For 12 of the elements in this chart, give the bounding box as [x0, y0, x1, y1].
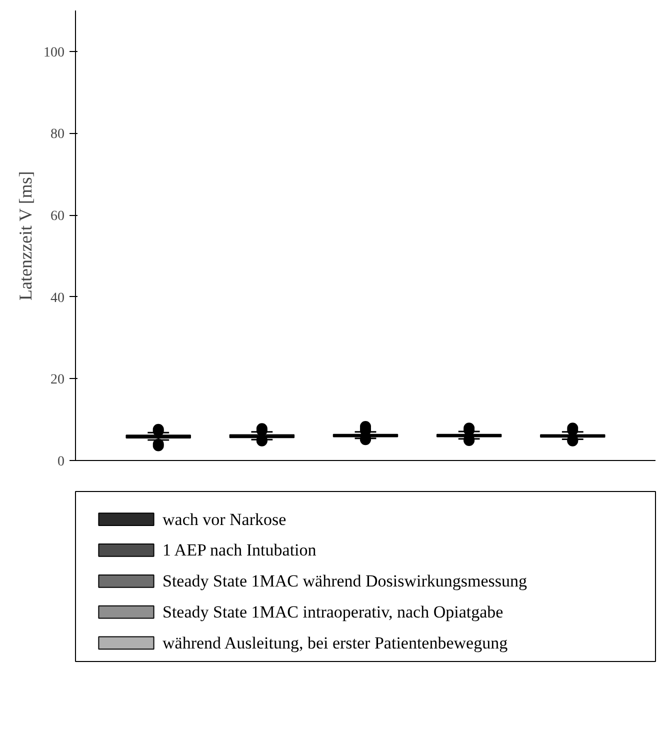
y-tick-label: 0	[58, 454, 64, 470]
legend-label: wach vor Narkose	[162, 510, 286, 529]
y-axis-title: Latenzzeit V [ms]	[16, 171, 36, 300]
legend-label: 1 AEP nach Intubation	[162, 540, 317, 560]
y-tick-label: 60	[50, 209, 64, 224]
y-tick-label: 20	[50, 372, 64, 388]
legend-label: Steady State 1MAC intraoperativ, nach Opiatgabe	[162, 602, 504, 622]
y-tick-label: 80	[50, 127, 64, 142]
legend-label: Steady State 1MAC während Dosiswirkungsmessung	[162, 572, 528, 591]
legend-label: während Ausleitung, bei erster Patientenbewegung	[162, 633, 508, 652]
y-tick-label: 100	[44, 45, 64, 60]
y-tick-label: 40	[50, 290, 64, 306]
